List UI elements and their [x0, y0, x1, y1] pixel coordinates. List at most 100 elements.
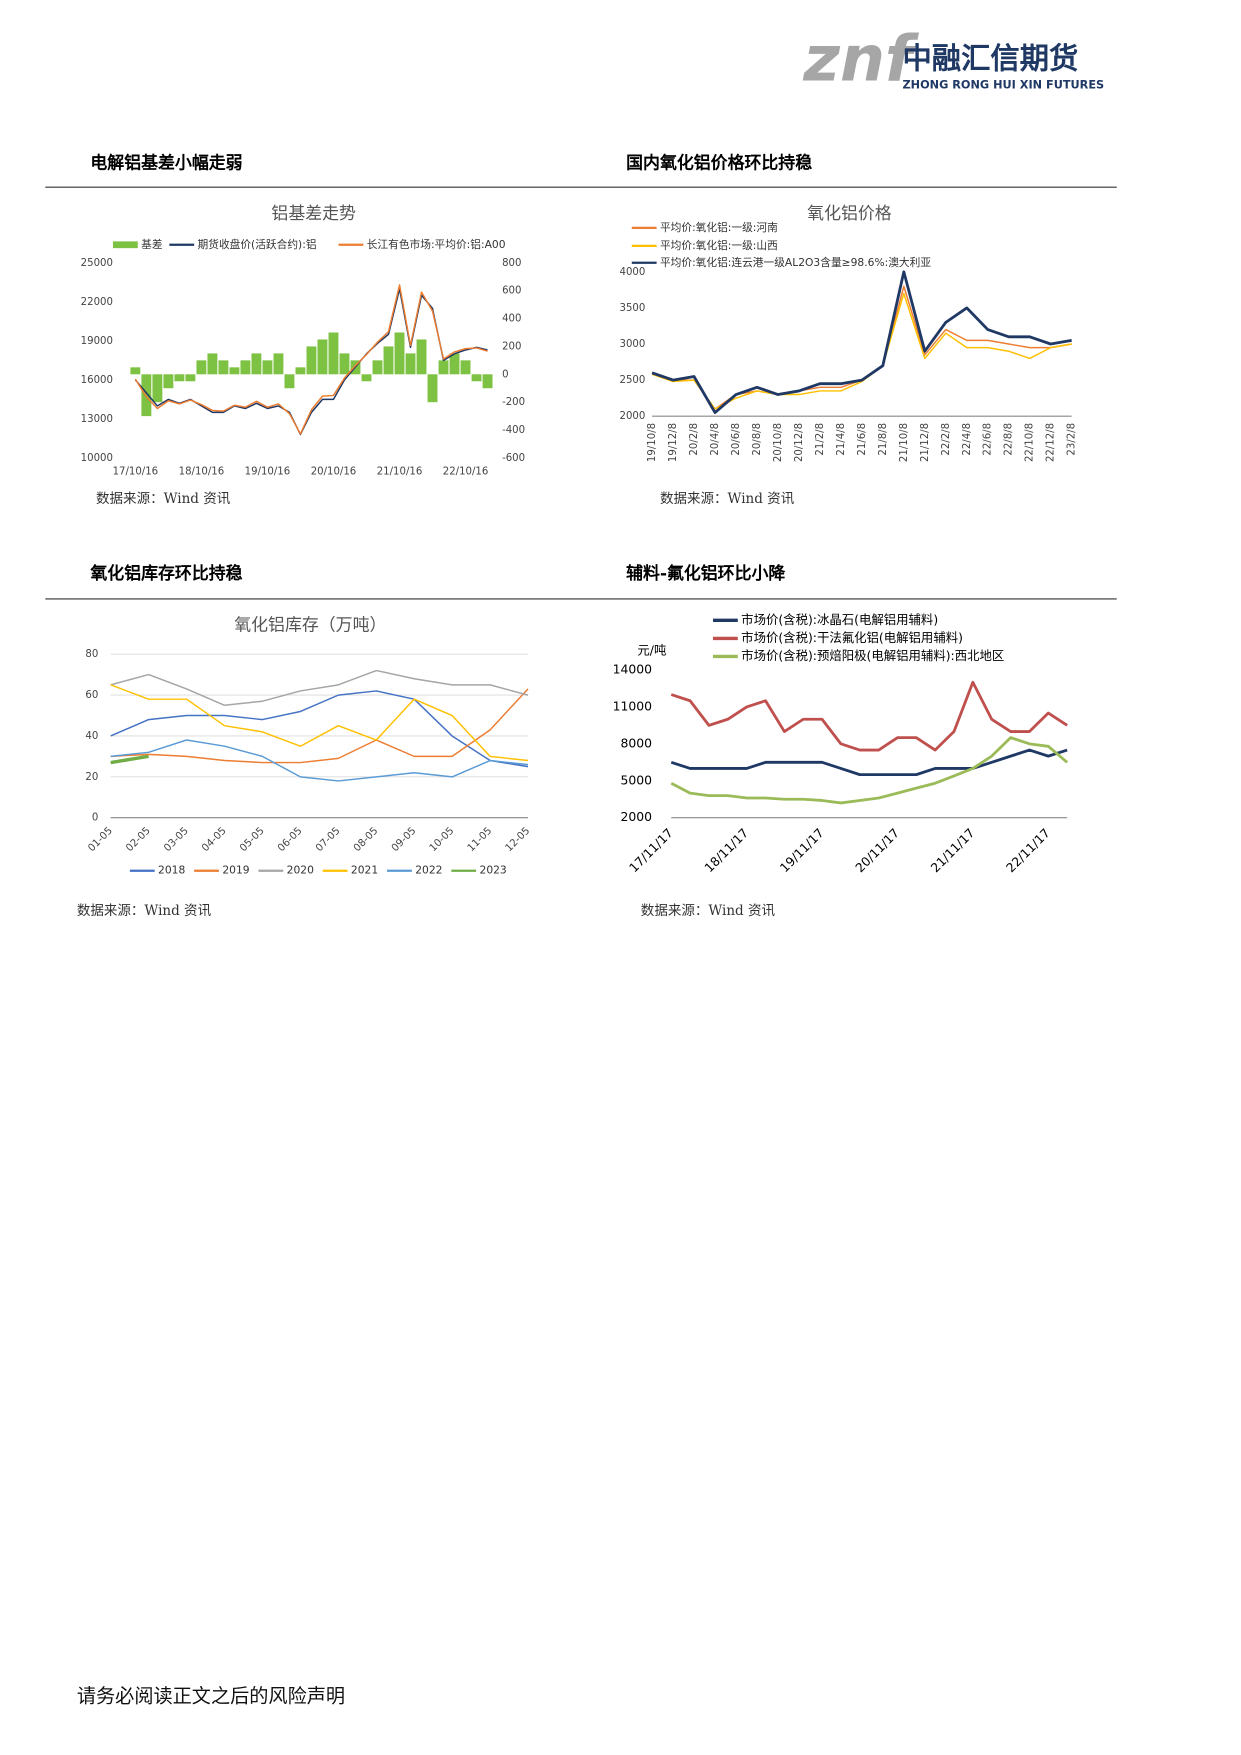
bar — [339, 353, 350, 375]
x-tick-label: 22/10/8 — [1025, 423, 1036, 462]
y-tick-label: 13000 — [81, 414, 113, 425]
legend-label: 平均价:氧化铝:连云港一级AL2O3含量≥98.6%:澳大利亚 — [660, 256, 931, 269]
bar — [295, 367, 306, 375]
x-tick-label: 21/10/16 — [377, 466, 423, 477]
y2-tick-label: 800 — [502, 258, 521, 269]
legend-label: 2022 — [415, 864, 442, 877]
x-tick-label: 21/12/8 — [920, 423, 931, 462]
bar — [372, 360, 383, 375]
y2-tick-label: -200 — [502, 397, 525, 408]
bar — [185, 374, 196, 382]
y-tick-label: 2000 — [621, 809, 653, 824]
series-line — [670, 748, 1068, 777]
footer-note: 请务必阅读正文之后的风险声明 — [77, 1684, 345, 1707]
legend-label: 市场价(含税):干法氟化铝(电解铝用辅料) — [741, 630, 963, 645]
bar — [482, 374, 493, 389]
x-tick-label: 20/8/8 — [752, 423, 763, 456]
y-tick-label: 3000 — [620, 339, 646, 350]
x-tick-label: 21/8/8 — [878, 423, 889, 456]
section-title: 氧化铝库存环比持稳 — [89, 563, 242, 583]
legend-label: 市场价(含税):预焙阳极(电解铝用辅料):西北地区 — [741, 648, 1004, 663]
y2-tick-label: 0 — [502, 369, 508, 380]
x-tick-label: 19/12/8 — [668, 423, 679, 462]
source-note: 数据来源：Wind 资讯 — [660, 491, 795, 507]
company-name: 中融汇信期货 — [902, 41, 1078, 75]
bar — [471, 374, 482, 382]
x-tick-label: 22/6/8 — [983, 423, 994, 456]
x-tick-label: 09-05 — [390, 825, 419, 854]
x-tick-label: 10-05 — [428, 825, 457, 854]
x-tick-label: 11-05 — [466, 825, 495, 854]
bar — [163, 374, 174, 389]
x-tick-label: 21/11/17 — [928, 825, 978, 875]
x-tick-label: 21/4/8 — [836, 423, 847, 456]
legend-label: 平均价:氧化铝:一级:河南 — [660, 221, 778, 234]
legend-label: 市场价(含税):冰晶石(电解铝用辅料) — [741, 612, 938, 627]
y-tick-label: 60 — [85, 690, 98, 701]
bar — [196, 360, 207, 375]
series-line — [110, 688, 529, 764]
bar — [240, 360, 251, 375]
bar — [284, 374, 295, 389]
legend-label: 长江有色市场:平均价:铝:A00 — [367, 238, 506, 251]
legend-label: 2020 — [287, 864, 314, 877]
y2-tick-label: 400 — [502, 314, 521, 325]
bar — [383, 346, 394, 375]
source-note: 数据来源：Wind 资讯 — [96, 491, 231, 507]
y2-tick-label: 600 — [502, 286, 521, 297]
x-tick-label: 18/10/16 — [179, 466, 225, 477]
x-tick-label: 19/11/17 — [777, 825, 827, 875]
legend-label: 2018 — [158, 864, 185, 877]
x-tick-label: 17/11/17 — [626, 825, 676, 875]
y-tick-label: 14000 — [613, 661, 653, 676]
x-tick-label: 20/11/17 — [852, 825, 902, 875]
x-tick-label: 20/10/8 — [773, 423, 784, 462]
x-tick-label: 22/8/8 — [1004, 423, 1015, 456]
y-tick-label: 25000 — [81, 258, 113, 269]
x-tick-label: 06-05 — [276, 825, 305, 854]
y-tick-label: 2000 — [620, 411, 646, 422]
legend-label: 2019 — [222, 864, 249, 877]
x-tick-label: 20/4/8 — [710, 423, 721, 456]
x-tick-label: 17/10/16 — [113, 466, 159, 477]
x-tick-label: 08-05 — [352, 825, 381, 854]
section-title: 电解铝基差小幅走弱 — [90, 153, 242, 173]
series-line — [134, 284, 488, 435]
x-tick-label: 23/2/8 — [1067, 423, 1078, 456]
bar — [273, 353, 284, 375]
source-note: 数据来源：Wind 资讯 — [641, 903, 776, 919]
legend-label: 平均价:氧化铝:一级:山西 — [660, 239, 778, 252]
x-tick-label: 20/12/8 — [794, 423, 805, 462]
series-line — [651, 285, 1072, 410]
series-line — [651, 292, 1072, 410]
bar — [218, 360, 229, 375]
bar — [251, 353, 262, 375]
x-tick-label: 04-05 — [200, 825, 229, 854]
y-tick-label: 0 — [92, 813, 98, 824]
x-tick-label: 20/10/16 — [311, 466, 357, 477]
chart-title: 铝基差走势 — [271, 203, 356, 223]
legend-label: 基差 — [141, 238, 163, 251]
series-line — [651, 270, 1072, 414]
y-tick-label: 20 — [85, 772, 98, 783]
series-line — [670, 680, 1068, 752]
x-tick-label: 21/6/8 — [857, 423, 868, 456]
x-tick-label: 21/2/8 — [815, 423, 826, 456]
bar — [207, 353, 218, 375]
series-line — [110, 739, 529, 782]
x-tick-label: 02-05 — [124, 825, 153, 854]
y-tick-label: 22000 — [81, 297, 113, 308]
bar — [130, 367, 141, 375]
x-tick-label: 22/12/8 — [1046, 423, 1057, 462]
bar — [394, 332, 405, 375]
y-tick-label: 3500 — [620, 303, 646, 314]
chart: 氧化铝库存（万吨） 0 20 40 60 80 01-05 02-05 03-05 04-05 05… — [85, 614, 532, 876]
x-tick-label: 12-05 — [504, 825, 533, 854]
chart: 元/吨 2000 5000 8000 11000 14000 17/11/17 18/11/1… — [613, 612, 1069, 875]
logo-mark: znf — [802, 22, 920, 96]
series-line — [670, 736, 1069, 805]
logo: znf 中融汇信期货 ZHONG RONG HUI XIN FUTURES — [802, 22, 1104, 96]
x-tick-label: 18/11/17 — [701, 825, 751, 875]
